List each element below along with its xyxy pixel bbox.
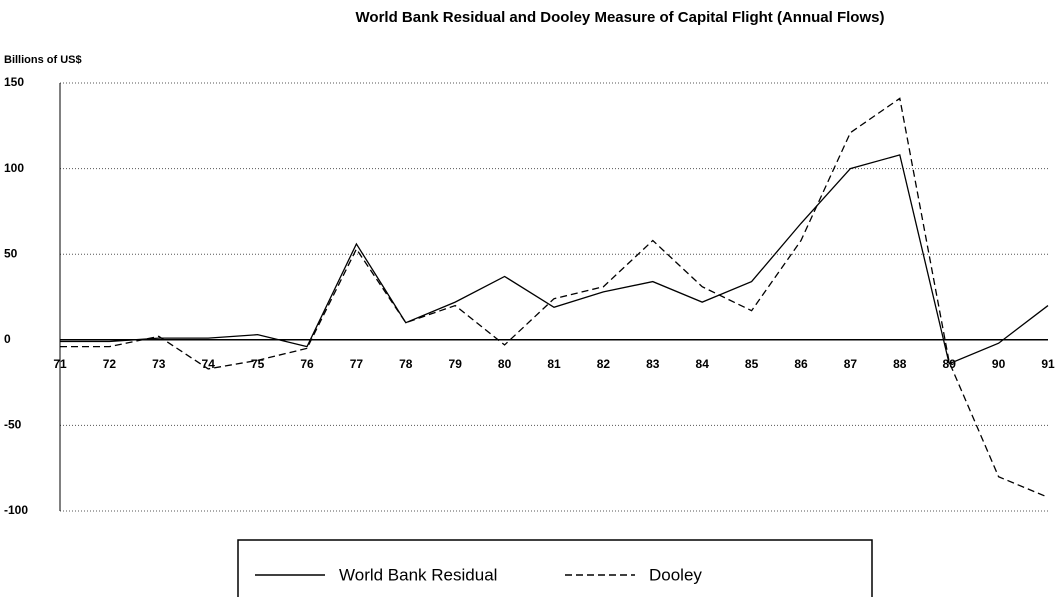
x-tick-label: 87 (844, 357, 858, 371)
legend-label: World Bank Residual (339, 565, 497, 584)
x-tick-label: 86 (794, 357, 808, 371)
x-tick-label: 88 (893, 357, 907, 371)
x-tick-label: 78 (399, 357, 413, 371)
y-tick-label: 150 (4, 75, 24, 89)
x-tick-label: 72 (103, 357, 117, 371)
legend-box (237, 539, 873, 597)
x-tick-label: 85 (745, 357, 759, 371)
legend-label: Dooley (649, 565, 702, 584)
x-tick-label: 81 (547, 357, 561, 371)
chart-title: World Bank Residual and Dooley Measure o… (356, 9, 885, 26)
x-tick-label: 76 (300, 357, 314, 371)
x-tick-label: 77 (350, 357, 364, 371)
x-tick-label: 73 (152, 357, 166, 371)
x-tick-label: 80 (498, 357, 512, 371)
y-axis-label: Billions of US$ (4, 54, 82, 66)
x-tick-label: 83 (646, 357, 660, 371)
x-tick-label: 91 (1041, 357, 1055, 371)
series-line (60, 154, 1049, 365)
x-tick-label: 90 (992, 357, 1006, 371)
y-tick-label: 50 (4, 246, 18, 260)
x-tick-label: 82 (597, 357, 611, 371)
x-tick-label: 75 (251, 357, 265, 371)
series-line (60, 97, 1049, 498)
y-tick-label: 0 (4, 332, 11, 346)
x-tick-label: 79 (449, 357, 463, 371)
y-tick-label: -50 (4, 418, 22, 432)
x-tick-label: 71 (53, 357, 67, 371)
x-tick-label: 84 (696, 357, 710, 371)
y-tick-label: -100 (4, 503, 28, 517)
y-tick-label: 100 (4, 161, 24, 175)
